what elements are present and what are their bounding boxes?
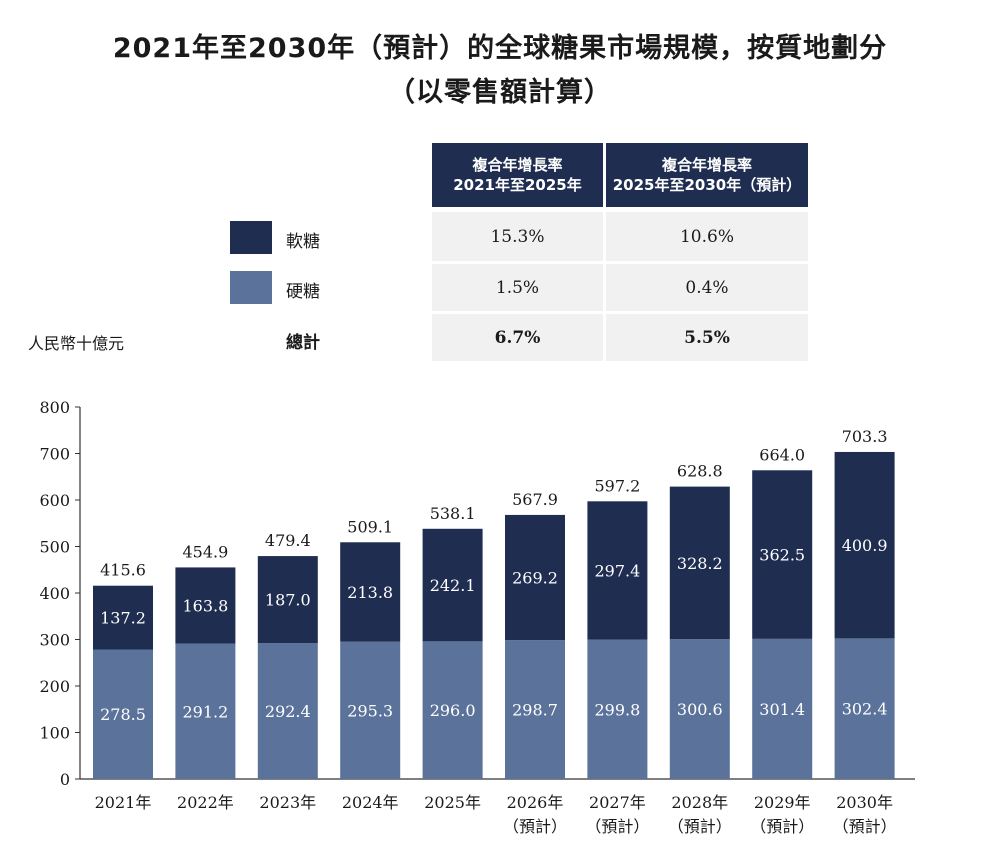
y-tick-label: 300 <box>39 631 70 650</box>
x-tick-sublabel: （預計） <box>503 817 567 836</box>
data-label-hard-candy: 296.0 <box>430 701 476 720</box>
cagr-header-2021-2025-line1: 複合年增長率 <box>472 156 563 174</box>
cagr-header-2021-2025-line2: 2021年至2025年 <box>453 176 582 194</box>
bar-hard-candy <box>505 640 565 779</box>
y-tick-label: 800 <box>39 398 70 417</box>
data-label-total: 479.4 <box>265 531 311 550</box>
data-label-total: 415.6 <box>100 561 146 580</box>
bar-hard-candy <box>257 643 318 779</box>
cagr-hard-2021-2025: 1.5% <box>432 264 603 311</box>
bar-soft-candy <box>175 567 236 644</box>
bar-soft-candy <box>505 514 565 641</box>
cagr-soft-2025-2030: 10.6% <box>606 212 808 261</box>
data-label-hard-candy: 291.2 <box>182 702 228 721</box>
bar-hard-candy <box>175 643 236 779</box>
legend-swatch-hard-candy <box>230 271 272 304</box>
data-label-soft-candy: 163.8 <box>182 597 228 616</box>
y-tick-label: 500 <box>39 538 70 557</box>
legend-swatch-soft-candy <box>230 221 272 254</box>
cagr-total-2021-2025: 6.7% <box>432 314 603 361</box>
y-tick-label: 600 <box>39 491 70 510</box>
data-label-hard-candy: 302.4 <box>842 700 888 719</box>
x-tick-label: 2023年 <box>259 793 316 812</box>
y-tick-label: 700 <box>39 445 70 464</box>
cagr-soft-2021-2025: 15.3% <box>432 212 603 261</box>
x-tick-sublabel: （預計） <box>750 817 814 836</box>
data-label-soft-candy: 137.2 <box>100 609 146 628</box>
bar-soft-candy <box>669 486 730 640</box>
bar-hard-candy <box>93 649 153 779</box>
cagr-total-2025-2030: 5.5% <box>606 314 808 361</box>
data-label-total: 567.9 <box>512 490 558 509</box>
unit-label: 人民幣十億元 <box>28 334 125 353</box>
bar-hard-candy <box>752 638 813 779</box>
data-label-total: 538.1 <box>430 504 476 523</box>
data-label-total: 454.9 <box>182 542 228 561</box>
legend-label-soft-candy: 軟糖 <box>286 232 320 252</box>
bar-hard-candy <box>422 641 483 779</box>
bar-soft-candy <box>752 470 813 639</box>
bar-hard-candy <box>587 639 648 779</box>
data-label-hard-candy: 299.8 <box>594 700 640 719</box>
data-label-soft-candy: 187.0 <box>265 591 311 610</box>
bar-soft-candy <box>340 542 401 642</box>
x-tick-label: 2025年 <box>424 793 481 812</box>
x-tick-label: 2028年 <box>671 793 728 812</box>
x-tick-sublabel: （預計） <box>833 817 897 836</box>
cagr-hard-2025-2030: 0.4% <box>606 264 808 311</box>
cagr-header-2021-2025: 複合年增長率 2021年至2025年 <box>432 143 603 207</box>
x-tick-label: 2024年 <box>342 793 399 812</box>
x-tick-label: 2022年 <box>177 793 234 812</box>
chart-title-line1: 2021年至2030年（預計）的全球糖果市場規模，按質地劃分 <box>112 33 888 64</box>
y-tick-label: 0 <box>60 770 70 789</box>
y-tick-label: 100 <box>39 724 70 743</box>
data-label-hard-candy: 301.4 <box>759 700 805 719</box>
data-label-soft-candy: 269.2 <box>512 569 558 588</box>
cagr-header-2025-2030: 複合年增長率 2025年至2030年（預計） <box>606 143 808 207</box>
bar-soft-candy <box>93 585 153 650</box>
data-label-total: 509.1 <box>347 517 393 536</box>
x-tick-sublabel: （預計） <box>668 817 732 836</box>
bar-soft-candy <box>587 501 648 640</box>
data-label-hard-candy: 295.3 <box>347 701 393 720</box>
data-label-total: 664.0 <box>759 445 805 464</box>
cagr-header-2025-2030-line1: 複合年增長率 <box>661 156 752 174</box>
x-tick-label: 2021年 <box>95 793 152 812</box>
data-label-total: 703.3 <box>842 427 888 446</box>
legend-label-total: 總計 <box>286 333 320 353</box>
bar-soft-candy <box>257 556 318 644</box>
data-label-hard-candy: 278.5 <box>100 705 146 724</box>
data-label-total: 597.2 <box>594 476 640 495</box>
x-tick-label: 2027年 <box>589 793 646 812</box>
data-label-hard-candy: 292.4 <box>265 702 311 721</box>
y-tick-label: 400 <box>39 584 70 603</box>
x-tick-label: 2029年 <box>754 793 811 812</box>
data-label-soft-candy: 400.9 <box>842 536 888 555</box>
cagr-header-2025-2030-line2: 2025年至2030年（預計） <box>612 176 802 194</box>
legend-label-hard-candy: 硬糖 <box>286 282 320 302</box>
data-label-hard-candy: 298.7 <box>512 701 558 720</box>
bar-soft-candy <box>834 451 895 639</box>
x-tick-sublabel: （預計） <box>585 817 649 836</box>
data-label-total: 628.8 <box>677 462 723 481</box>
data-label-soft-candy: 213.8 <box>347 583 393 602</box>
data-label-soft-candy: 297.4 <box>594 561 640 580</box>
x-tick-label: 2030年 <box>836 793 893 812</box>
bar-soft-candy <box>422 528 483 642</box>
bar-hard-candy <box>340 641 401 779</box>
chart-title-line2: （以零售額計算） <box>388 77 612 108</box>
bar-hard-candy <box>669 639 730 779</box>
y-tick-label: 200 <box>39 677 70 696</box>
data-label-soft-candy: 328.2 <box>677 554 723 573</box>
bar-hard-candy <box>834 638 895 779</box>
data-label-soft-candy: 362.5 <box>759 546 805 565</box>
data-label-soft-candy: 242.1 <box>430 576 476 595</box>
data-label-hard-candy: 300.6 <box>677 700 723 719</box>
x-tick-label: 2026年 <box>507 793 564 812</box>
